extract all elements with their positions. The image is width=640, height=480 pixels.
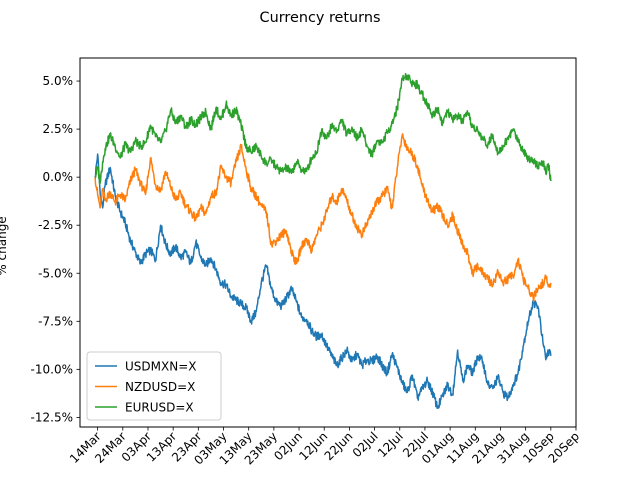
series-line-usdmxn-x [94,153,552,409]
y-tick-label: -10.0% [31,362,73,376]
series-line-eurusd-x [94,72,552,185]
y-tick-label: -5.0% [38,266,73,280]
series-line-nzdusd-x [94,133,552,303]
chart-title: Currency returns [260,10,381,26]
plot-lines [94,72,552,409]
legend-box [86,351,222,421]
plot-frame [79,57,577,428]
y-axis-ticks: 5.0% 2.5% 0.0% -2.5% -5.0% -7.5% -10.0% -12.5% [31,74,80,424]
y-tick-label: 5.0% [43,74,74,88]
legend-label: NZDUSD=X [125,380,195,394]
legend-label: USDMXN=X [125,360,196,374]
y-tick-label: -2.5% [38,218,73,232]
legend: USDMXN=X NZDUSD=X EURUSD=X [86,351,222,421]
y-tick-label: 0.0% [43,170,74,184]
y-tick-label: 2.5% [43,122,74,136]
y-tick-label: -7.5% [38,314,73,328]
legend-label: EURUSD=X [125,401,194,415]
y-axis-label: % change [0,216,9,275]
y-tick-label: -12.5% [31,410,73,424]
